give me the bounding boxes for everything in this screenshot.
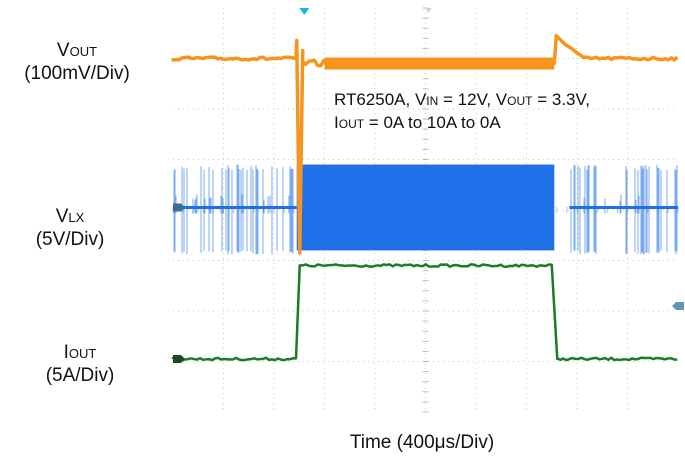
vlx-ground-marker [173, 203, 185, 212]
iout-scale: (5A/Div) [45, 365, 115, 386]
vout-scale: (100mV/Div) [24, 63, 130, 84]
vlx-label: VLX (5V/Div) [35, 206, 105, 250]
vlx-trace-continuous [296, 164, 555, 251]
traces [171, 33, 679, 362]
iout-trace [171, 263, 678, 362]
vout-trace-loaded-band [324, 57, 555, 70]
vout-label: VOUT (100mV/Div) [24, 40, 130, 84]
test-condition-annotation: RT6250A, VIN = 12V, VOUT = 3.3V, IOUT = … [334, 90, 591, 132]
center-marker [425, 8, 432, 13]
trigger-position-marker [299, 8, 310, 15]
iout-ground-marker [173, 354, 185, 363]
x-axis-label: Time (400μs/Div) [349, 432, 495, 453]
iout-label: IOUT (5A/Div) [45, 342, 115, 386]
trigger-level-marker [672, 301, 684, 310]
vlx-scale: (5V/Div) [35, 229, 105, 250]
markers [173, 8, 684, 363]
